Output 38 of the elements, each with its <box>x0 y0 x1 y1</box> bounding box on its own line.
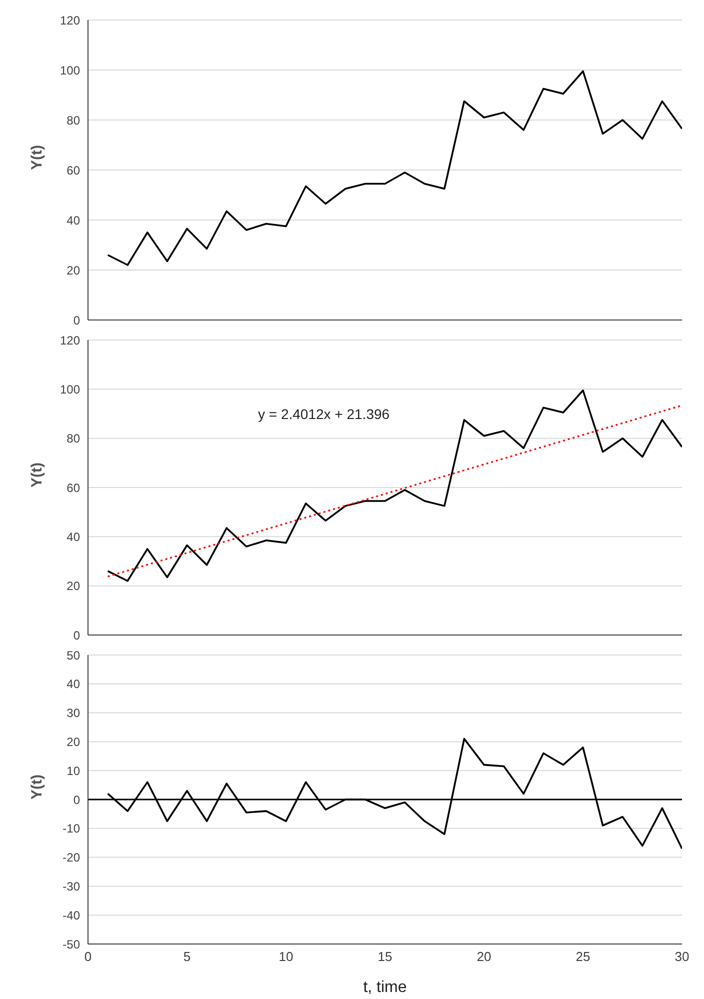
x-tick-label: 10 <box>278 949 294 964</box>
line-series <box>106 70 682 266</box>
y-tick-label: 60 <box>66 163 80 178</box>
y-tick-label: 0 <box>73 792 80 807</box>
annotation: y = 2.4012x + 21.396 <box>258 406 390 422</box>
y-tick-label: 80 <box>66 113 80 128</box>
y-tick-label: -30 <box>62 879 80 894</box>
y-tick-label: 100 <box>60 382 80 396</box>
y-tick-label: 20 <box>66 579 80 594</box>
y-tick-label: 60 <box>66 480 80 495</box>
y-tick-label: 30 <box>66 706 80 720</box>
x-tick-label: 30 <box>674 949 690 964</box>
y-tick-label: 20 <box>66 734 80 749</box>
y-tick-label: 120 <box>60 333 80 348</box>
y-tick-label: 100 <box>60 63 80 78</box>
y-tick-label: 50 <box>66 648 80 662</box>
y-tick-label: 20 <box>66 263 80 278</box>
y-axis-title: Y(t) <box>28 774 46 800</box>
y-tick-label: 120 <box>60 13 80 28</box>
y-tick-label: 10 <box>66 764 80 778</box>
y-tick-label: 40 <box>66 530 80 544</box>
x-tick-label: 20 <box>476 949 492 964</box>
y-axis-title: Y(t) <box>28 145 46 170</box>
x-tick-label: 0 <box>84 949 92 964</box>
x-tick-label: 15 <box>378 949 392 964</box>
y-tick-label: 40 <box>66 213 80 228</box>
y-tick-label: -50 <box>62 937 80 952</box>
y-tick-label: -40 <box>62 908 80 922</box>
y-tick-label: 40 <box>66 677 80 692</box>
y-tick-label: -20 <box>62 850 80 865</box>
x-axis-title: t, time <box>363 979 407 996</box>
x-tick-label: 5 <box>183 949 191 964</box>
y-tick-label: 0 <box>73 628 80 642</box>
y-tick-label: -10 <box>62 822 80 836</box>
x-tick-label: 25 <box>576 949 590 964</box>
y-axis-title: Y(t) <box>28 462 46 488</box>
y-tick-label: 0 <box>73 313 80 328</box>
y-tick-label: 80 <box>66 432 80 446</box>
